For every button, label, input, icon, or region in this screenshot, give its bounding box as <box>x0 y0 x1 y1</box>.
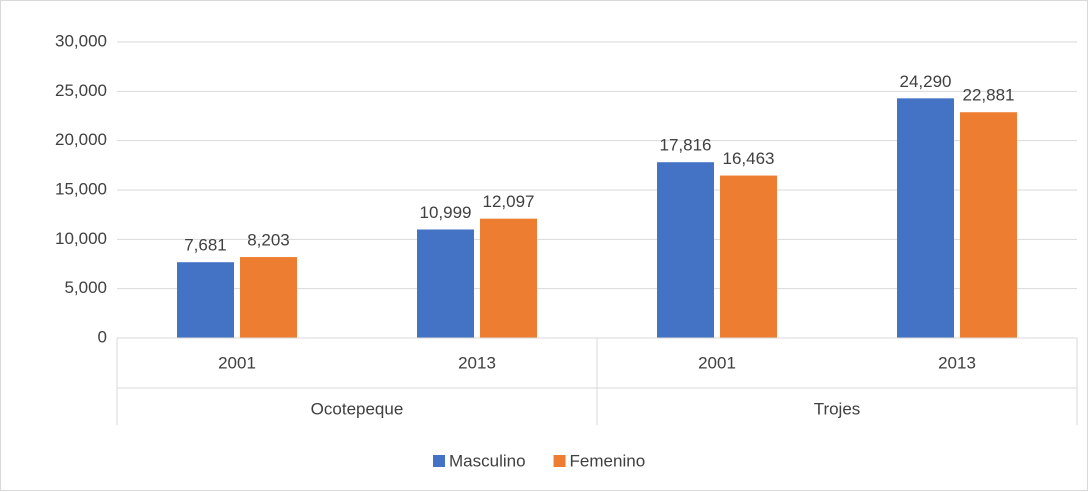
data-label: 8,203 <box>247 231 290 250</box>
bar <box>657 162 714 338</box>
bar <box>960 112 1017 338</box>
y-tick-label: 30,000 <box>55 31 107 50</box>
x-tick-label: 2001 <box>218 353 256 372</box>
data-label: 10,999 <box>420 203 472 222</box>
bar <box>720 175 777 338</box>
data-label: 16,463 <box>723 149 775 168</box>
legend-swatch <box>433 455 445 467</box>
data-label: 12,097 <box>483 192 535 211</box>
legend-label: Masculino <box>449 451 526 470</box>
y-tick-label: 25,000 <box>55 81 107 100</box>
legend-label: Femenino <box>570 451 646 470</box>
data-label: 22,881 <box>963 86 1015 105</box>
bar <box>240 257 297 338</box>
y-tick-label: 10,000 <box>55 229 107 248</box>
x-tick-label: 2013 <box>458 353 496 372</box>
x-tick-label: 2013 <box>938 353 976 372</box>
y-tick-label: 0 <box>98 327 107 346</box>
bar <box>417 229 474 338</box>
y-tick-label: 5,000 <box>64 278 107 297</box>
data-label: 17,816 <box>660 136 712 155</box>
bar <box>897 98 954 338</box>
legend-swatch <box>553 455 566 467</box>
bar <box>480 218 537 338</box>
data-label: 24,290 <box>900 72 952 91</box>
data-label: 7,681 <box>184 236 227 255</box>
bar <box>177 262 234 338</box>
y-tick-label: 15,000 <box>55 179 107 198</box>
y-tick-label: 20,000 <box>55 130 107 149</box>
group-label: Trojes <box>814 399 861 418</box>
x-tick-label: 2001 <box>698 353 736 372</box>
group-label: Ocotepeque <box>311 399 404 418</box>
